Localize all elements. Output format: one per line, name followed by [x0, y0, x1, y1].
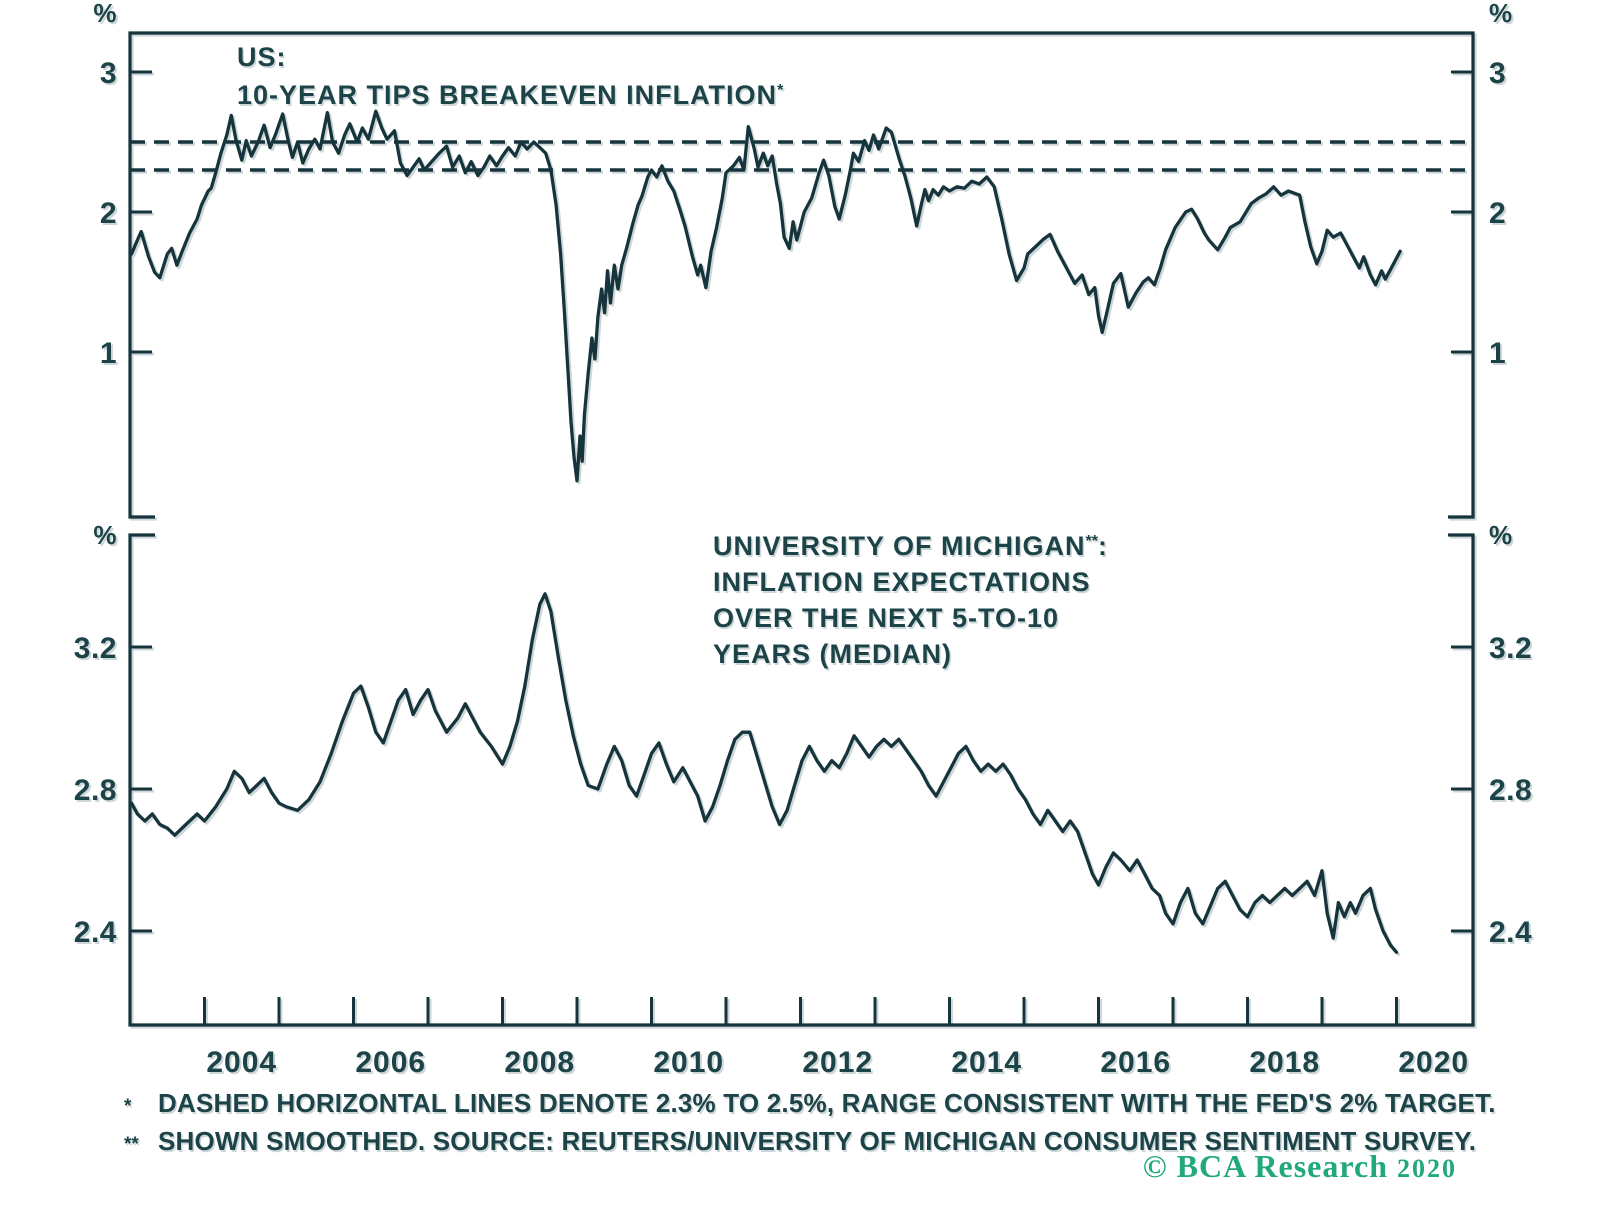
- top-panel: 3 3 2 2 1 1%%: [93, 0, 1513, 519]
- y-tick-label-left: 2.8: [74, 774, 117, 807]
- y-tick-label-right: 3: [1489, 57, 1506, 90]
- x-tick-label: 2012: [802, 1046, 873, 1079]
- footnote-marker-sup: *: [777, 82, 784, 99]
- y-tick-label-right: 3.2: [1489, 632, 1532, 665]
- y-tick-label-right: 2.4: [1489, 916, 1532, 949]
- y-tick-label-right: 1: [1489, 337, 1506, 370]
- umich-expectations-line: [129, 592, 1399, 954]
- x-tick-label: 2004: [206, 1046, 277, 1079]
- logo-text: © BCA Research: [1142, 1148, 1388, 1184]
- x-tick-label: 2006: [355, 1046, 426, 1079]
- footnote-line-1: * DASHED HORIZONTAL LINES DENOTE 2.3% TO…: [124, 1086, 1496, 1124]
- footnote-marker-sup: **: [1085, 533, 1098, 550]
- bottom-panel: 3.2 3.2 2.8 2.8 2.4 2.4%%: [74, 520, 1532, 1027]
- y-axis-unit-right: %: [1489, 0, 1513, 28]
- top-title-line1: US:: [237, 42, 287, 72]
- x-tick-label: 2008: [504, 1046, 575, 1079]
- x-axis: 2004 2006 2008 2010 2012 2014 2016 2018 2020: [203, 997, 1469, 1079]
- top-panel-title: US: 10-YEAR TIPS BREAKEVEN INFLATION*: [237, 40, 783, 112]
- logo-year: 2020: [1397, 1154, 1457, 1183]
- y-tick-label-left: 2.4: [74, 916, 117, 949]
- x-tick-label: 2016: [1100, 1046, 1171, 1079]
- top-title-line2: 10-YEAR TIPS BREAKEVEN INFLATION*: [237, 80, 784, 110]
- bottom-title-line1: UNIVERSITY OF MICHIGAN**:: [713, 531, 1108, 561]
- y-axis-unit-right: %: [1489, 520, 1513, 550]
- y-tick-label-right: 2.8: [1489, 774, 1532, 807]
- x-tick-label: 2018: [1249, 1046, 1320, 1079]
- panel-frame: [128, 31, 1475, 519]
- footnote-text-1: DASHED HORIZONTAL LINES DENOTE 2.3% TO 2…: [158, 1088, 1496, 1118]
- tips-breakeven-line: [129, 109, 1402, 483]
- footnote-marker-1: *: [124, 1096, 132, 1117]
- y-tick-label-left: 1: [100, 337, 117, 370]
- y-tick-label-right: 2: [1489, 197, 1506, 230]
- y-tick-label-left: 2: [100, 197, 117, 230]
- bottom-title-line4: YEARS (MEDIAN): [713, 639, 953, 669]
- bottom-title-line2: INFLATION EXPECTATIONS: [713, 567, 1091, 597]
- x-tick-label: 2014: [951, 1046, 1022, 1079]
- x-tick-label: 2020: [1398, 1046, 1469, 1079]
- footnote-text-2: SHOWN SMOOTHED. SOURCE: REUTERS/UNIVERSI…: [158, 1126, 1477, 1156]
- y-axis-unit-left: %: [93, 0, 117, 28]
- y-tick-label-left: 3: [100, 57, 117, 90]
- footnote-line-2: ** SHOWN SMOOTHED. SOURCE: REUTERS/UNIVE…: [124, 1124, 1496, 1162]
- bottom-panel-title: UNIVERSITY OF MICHIGAN**: INFLATION EXPE…: [713, 524, 1108, 672]
- footnote-marker-2: **: [124, 1134, 139, 1155]
- x-tick-label: 2010: [653, 1046, 724, 1079]
- y-tick-label-left: 3.2: [74, 632, 117, 665]
- footnotes: * DASHED HORIZONTAL LINES DENOTE 2.3% TO…: [124, 1086, 1496, 1162]
- bca-research-logo: © BCA Research 2020: [1143, 1148, 1457, 1185]
- bottom-title-line3: OVER THE NEXT 5-TO-10: [713, 603, 1060, 633]
- y-axis-unit-left: %: [93, 520, 117, 550]
